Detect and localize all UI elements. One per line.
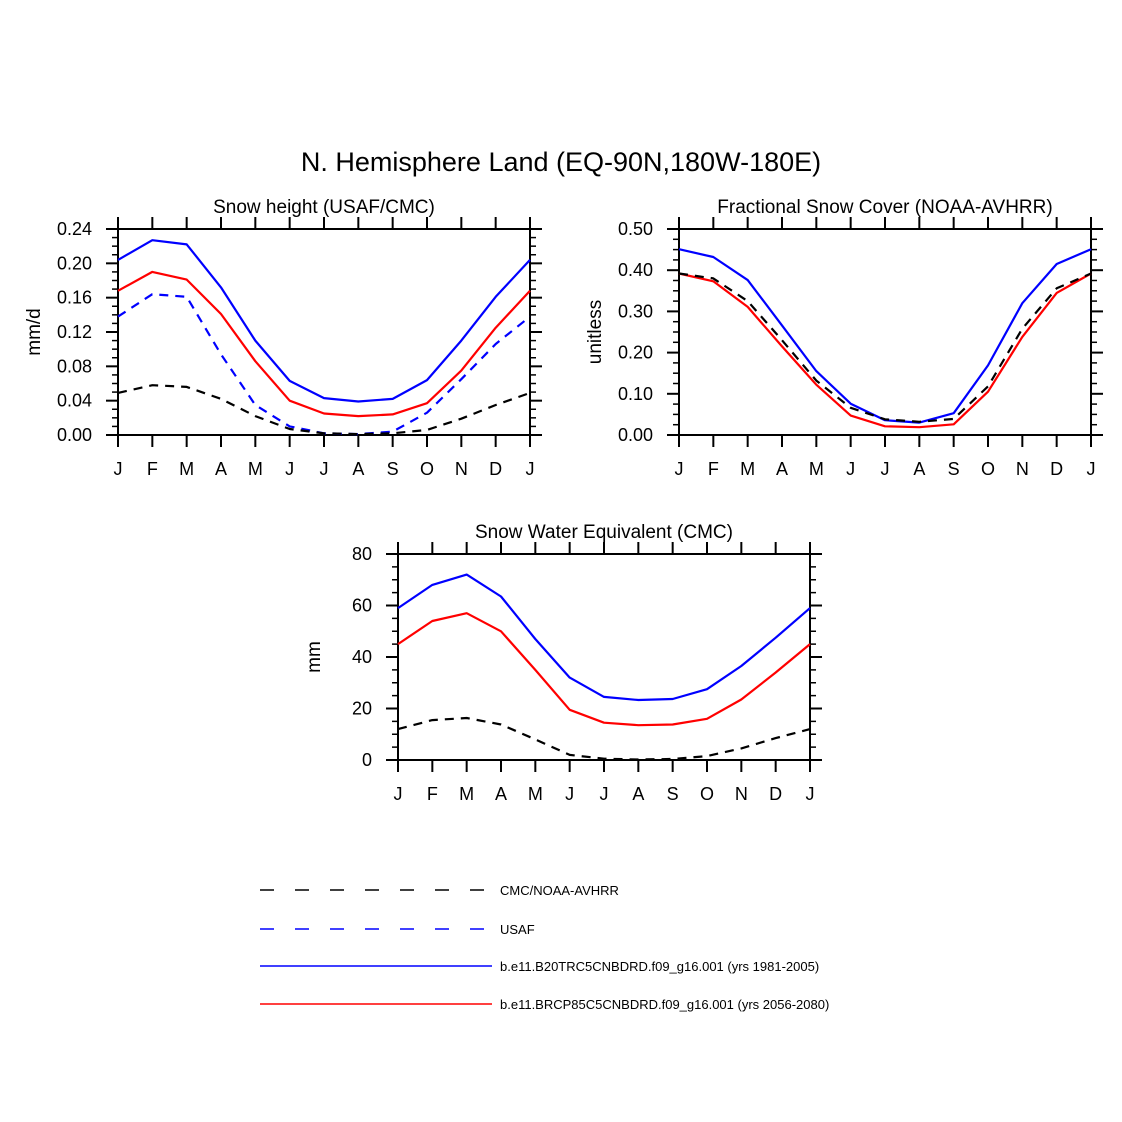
x-tick-label: A [215,459,227,479]
legend-label-usaf: USAF [500,922,535,937]
y-tick-label: 20 [352,699,372,719]
plot-frame [397,553,811,761]
x-tick-label: F [147,459,158,479]
y-tick-label: 0.16 [57,288,92,308]
series-line-hist [678,248,1092,424]
snow-cover-panel: Fractional Snow Cover (NOAA-AVHRR) unitle… [585,197,1103,479]
x-tick-label: N [455,459,468,479]
swe-panel: Snow Water Equivalent (CMC) mm J F M A M J J A S O N… [304,522,822,804]
y-tick-label: 0.50 [618,219,653,239]
y-axis-label: unitless [585,300,606,364]
y-tick-label: 0.20 [57,253,92,273]
legend-label-future: b.e11.BRCP85C5CNBDRD.f09_g16.001 (yrs 20… [500,997,829,1012]
y-tick-label: 0.12 [57,322,92,342]
x-tick-label: J [114,459,123,479]
panel-title: Fractional Snow Cover (NOAA-AVHRR) [717,197,1052,218]
x-tick-label: N [735,784,748,804]
series-line-obs [117,384,531,436]
y-axis-label: mm [304,641,325,673]
x-tick-label: J [526,459,535,479]
plot-frame [678,228,1092,436]
x-tick-label: O [700,784,714,804]
series-line-hist [117,239,531,403]
x-tick-label: M [179,459,194,479]
x-tick-label: J [285,459,294,479]
y-tick-label: 0 [362,750,372,770]
x-tick-label: M [459,784,474,804]
series-line-future [397,612,811,727]
y-tick-label: 0.30 [618,301,653,321]
series-line-hist [397,573,811,702]
x-tick-label: S [948,459,960,479]
x-tick-label: O [420,459,434,479]
x-tick-label: M [809,459,824,479]
x-tick-label: J [881,459,890,479]
x-tick-label: S [667,784,679,804]
series-line-future [117,270,531,418]
y-tick-label: 0.00 [618,425,653,445]
x-tick-label: D [489,459,502,479]
x-tick-label: A [495,784,507,804]
snow-height-panel: Snow height (USAF/CMC) mm/d J F M A M J J A S O N D J 0… [24,197,542,479]
figure-title: N. Hemisphere Land (EQ-90N,180W-180E) [301,147,821,177]
panel-title: Snow Water Equivalent (CMC) [475,522,733,543]
series-line-obs [678,272,1092,423]
x-tick-label: J [806,784,815,804]
x-tick-label: M [248,459,263,479]
x-tick-label: J [846,459,855,479]
x-tick-label: A [632,784,644,804]
x-tick-label: M [528,784,543,804]
x-tick-label: A [352,459,364,479]
x-tick-label: F [708,459,719,479]
y-tick-label: 0.04 [57,391,92,411]
x-tick-label: D [1050,459,1063,479]
series-line-future [678,272,1092,429]
x-tick-label: J [675,459,684,479]
y-tick-label: 60 [352,596,372,616]
y-axis-label: mm/d [24,308,45,356]
x-tick-label: F [427,784,438,804]
x-tick-label: J [320,459,329,479]
x-tick-label: S [387,459,399,479]
legend-label-hist: b.e11.B20TRC5CNBDRD.f09_g16.001 (yrs 198… [500,959,819,974]
y-tick-label: 0.20 [618,343,653,363]
x-tick-label: M [740,459,755,479]
x-tick-label: J [394,784,403,804]
x-tick-label: A [776,459,788,479]
y-tick-label: 0.10 [618,384,653,404]
x-tick-label: J [1087,459,1096,479]
y-tick-label: 0.00 [57,425,92,445]
legend-label-obs: CMC/NOAA-AVHRR [500,883,619,898]
panel-title: Snow height (USAF/CMC) [213,197,435,218]
x-tick-label: A [913,459,925,479]
x-tick-label: J [600,784,609,804]
y-tick-label: 0.24 [57,219,92,239]
y-tick-label: 80 [352,544,372,564]
legend: CMC/NOAA-AVHRR USAF b.e11.B20TRC5CNBDRD.f0… [260,883,829,1012]
y-tick-label: 40 [352,647,372,667]
x-tick-label: J [565,784,574,804]
x-tick-label: D [769,784,782,804]
x-tick-label: N [1016,459,1029,479]
y-tick-label: 0.40 [618,260,653,280]
y-tick-label: 0.08 [57,356,92,376]
x-tick-label: O [981,459,995,479]
series-line-obs [397,716,811,761]
